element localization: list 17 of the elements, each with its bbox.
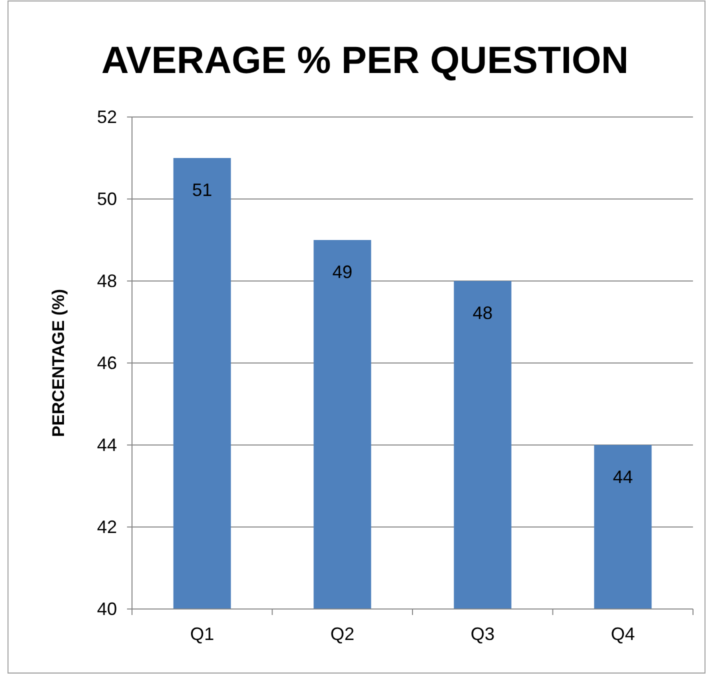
y-tick-label: 42: [96, 516, 117, 537]
data-label: 44: [612, 467, 633, 487]
y-tick-label: 52: [96, 106, 117, 127]
data-label: 48: [472, 303, 493, 323]
chart-title: AVERAGE % PER QUESTION: [101, 40, 629, 82]
x-tick-label: Q2: [330, 624, 354, 644]
y-tick-label: 48: [96, 270, 117, 291]
x-tick-label: Q3: [470, 624, 495, 644]
x-tick-label: Q4: [610, 624, 635, 644]
data-label: 51: [192, 180, 212, 200]
y-tick-label: 44: [96, 434, 117, 455]
y-tick-label: 40: [96, 598, 117, 619]
y-tick-label: 46: [96, 352, 117, 373]
y-axis-title: PERCENTAGE (%): [49, 289, 68, 437]
data-label: 49: [332, 262, 352, 282]
x-tick-label: Q1: [190, 624, 214, 644]
y-tick-label: 50: [96, 188, 117, 209]
